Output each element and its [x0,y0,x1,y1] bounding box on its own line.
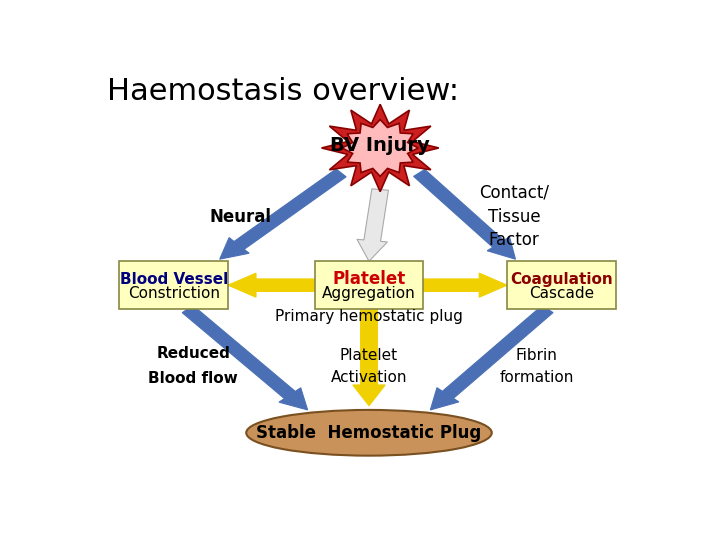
Text: Contact/
Tissue
Factor: Contact/ Tissue Factor [479,184,549,249]
Text: Reduced: Reduced [156,346,230,361]
Ellipse shape [246,410,492,456]
Text: Fibrin
formation: Fibrin formation [499,348,574,385]
Text: Constriction: Constriction [127,286,220,301]
Text: Primary hemostatic plug: Primary hemostatic plug [275,309,463,324]
Text: Neural: Neural [210,207,271,226]
FancyArrow shape [423,273,507,297]
Text: Haemostasis overview:: Haemostasis overview: [107,77,459,106]
Text: Coagulation: Coagulation [510,272,613,287]
FancyArrow shape [182,306,307,410]
Text: Stable  Hemostatic Plug: Stable Hemostatic Plug [256,424,482,442]
FancyBboxPatch shape [507,261,616,309]
Text: Blood flow: Blood flow [148,371,238,386]
FancyArrow shape [220,169,346,259]
Text: Platelet
Activation: Platelet Activation [330,348,408,385]
FancyArrow shape [228,273,315,297]
Text: Platelet: Platelet [333,270,405,288]
FancyBboxPatch shape [120,261,228,309]
FancyArrow shape [357,189,389,261]
Text: Blood Vessel: Blood Vessel [120,272,228,287]
FancyArrow shape [431,306,553,410]
Polygon shape [342,119,418,177]
Text: Aggregation: Aggregation [322,286,416,301]
FancyArrow shape [353,309,385,406]
Text: BV Injury: BV Injury [330,137,430,156]
FancyArrow shape [414,170,516,259]
Polygon shape [322,104,438,192]
FancyBboxPatch shape [315,261,423,309]
Text: Cascade: Cascade [529,286,594,301]
